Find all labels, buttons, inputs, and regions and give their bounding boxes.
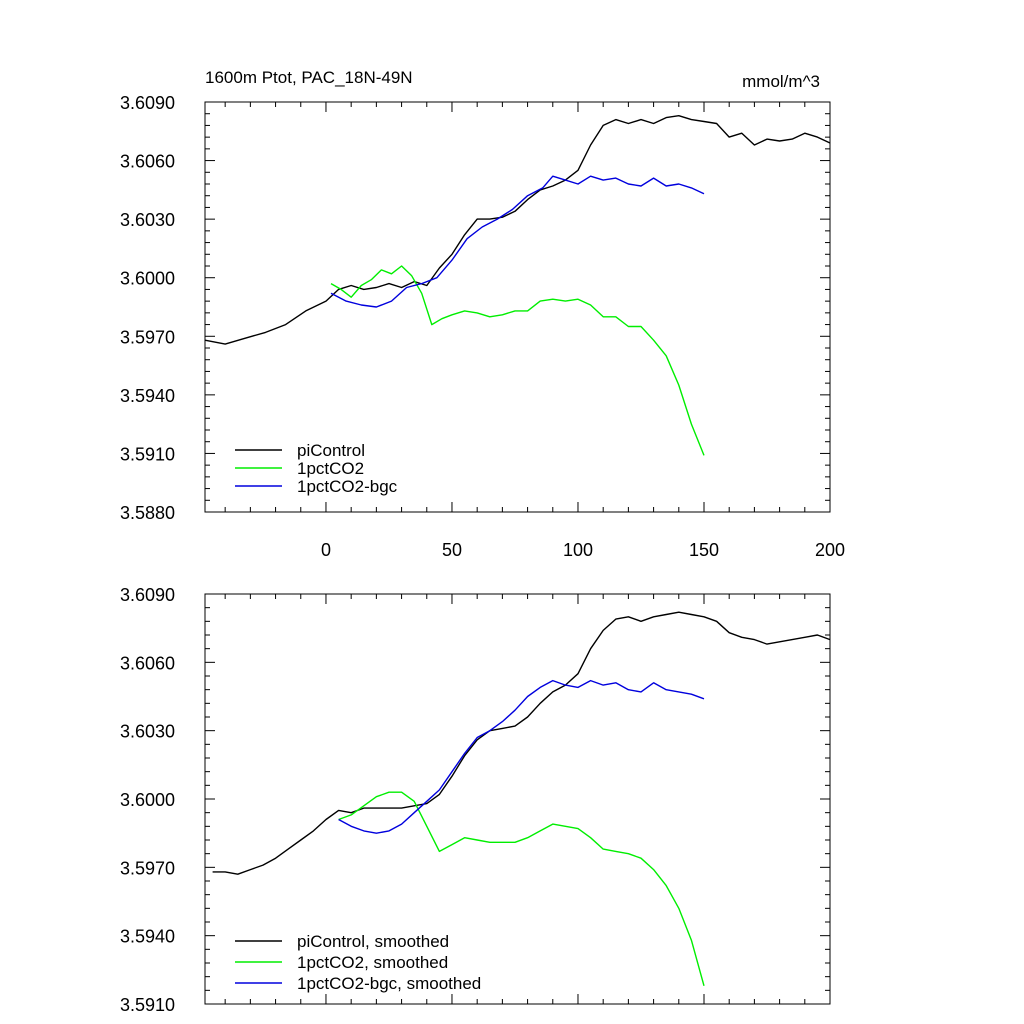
top-panel: 1600m Ptot, PAC_18N-49N mmol/m^3 0 50 100 1… xyxy=(120,68,845,560)
legend-label: 1pctCO2-bgc xyxy=(297,477,398,496)
chart-title: 1600m Ptot, PAC_18N-49N xyxy=(205,68,413,87)
y-tick-label: 3.5970 xyxy=(120,327,175,347)
series-line-picontrol-smoothed xyxy=(212,611,831,875)
legend-label: piControl, smoothed xyxy=(297,932,449,951)
y-tick-label: 3.5880 xyxy=(120,503,175,523)
legend-label: 1pctCO2, smoothed xyxy=(297,953,448,972)
x-tick-label: 50 xyxy=(442,540,462,560)
x-tick-label: 100 xyxy=(563,540,593,560)
series-line-1pctco2-smoothed xyxy=(338,791,705,986)
legend-label: piControl xyxy=(297,441,365,460)
bottom-panel: 3.5910 3.5940 3.5970 3.6000 3.6030 3.6060 3.60… xyxy=(120,585,831,1015)
y-tick-label: 3.6060 xyxy=(120,653,175,673)
series-line-picontrol xyxy=(204,115,831,345)
series-line-1pctco2-bgc xyxy=(330,175,705,308)
y-tick-label: 3.6090 xyxy=(120,585,175,605)
y-tick-label: 3.6090 xyxy=(120,93,175,113)
y-tick-label: 3.5970 xyxy=(120,858,175,878)
legend-label: 1pctCO2-bgc, smoothed xyxy=(297,974,481,993)
top-plot-frame xyxy=(204,101,831,513)
y-tick-label: 3.6000 xyxy=(120,790,175,810)
y-tick-label: 3.5910 xyxy=(120,995,175,1015)
legend-label: 1pctCO2 xyxy=(297,459,364,478)
units-label: mmol/m^3 xyxy=(742,72,820,91)
series-line-1pctco2-bgc-smoothed xyxy=(338,679,705,834)
y-tick-label: 3.5940 xyxy=(120,927,175,947)
series-line-1pctco2 xyxy=(330,265,705,456)
y-tick-label: 3.6030 xyxy=(120,722,175,742)
y-tick-label: 3.5940 xyxy=(120,386,175,406)
x-tick-label: 150 xyxy=(689,540,719,560)
y-tick-label: 3.5910 xyxy=(120,444,175,464)
y-tick-label: 3.6060 xyxy=(120,152,175,172)
x-tick-label: 200 xyxy=(815,540,845,560)
y-tick-label: 3.6030 xyxy=(120,210,175,230)
y-tick-label: 3.6000 xyxy=(120,269,175,289)
x-tick-label: 0 xyxy=(321,540,331,560)
